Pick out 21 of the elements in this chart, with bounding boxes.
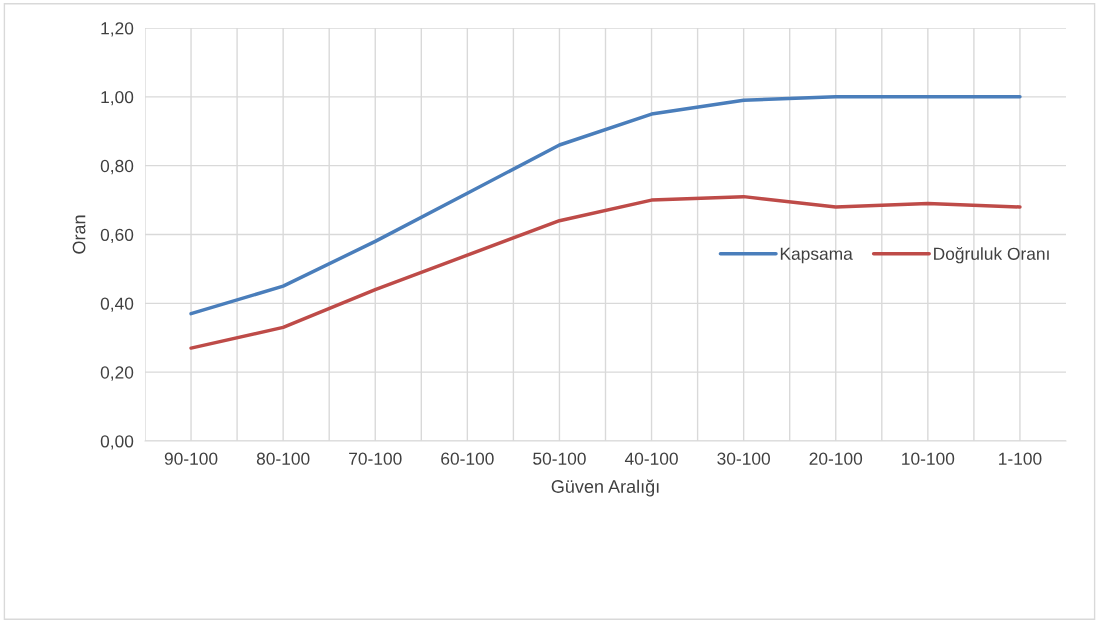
y-tick-label: 0,00 [100, 435, 134, 450]
y-tick-label: 0,40 [100, 297, 134, 312]
x-tick-label: 90-100 [164, 452, 218, 465]
x-tick-label: 10-100 [902, 452, 955, 465]
y-tick-label: 0,20 [100, 366, 134, 381]
x-tick-label: 20-100 [809, 452, 863, 465]
x-tick-label: 30-100 [717, 452, 770, 465]
y-tick-label: 1,20 [101, 22, 134, 37]
x-tick-label: 50-100 [533, 452, 586, 465]
y-tick-label: 0,60 [100, 228, 134, 244]
y-tick-label: 1,00 [101, 91, 134, 106]
x-tick-label: 80-100 [256, 452, 310, 465]
x-tick-label: 40-100 [624, 452, 678, 465]
x-axis-title: Güven Aralığı [551, 479, 659, 497]
x-tick-label: 60-100 [441, 452, 494, 465]
y-axis-title: Oran [72, 215, 86, 254]
x-tick-label: 1-100 [999, 452, 1042, 465]
y-tick-label: 0,80 [100, 159, 134, 175]
legend-label: Doğruluk Oranı [934, 246, 1049, 264]
x-tick-label: 70-100 [349, 452, 402, 465]
legend-label: Kapsama [780, 247, 853, 264]
